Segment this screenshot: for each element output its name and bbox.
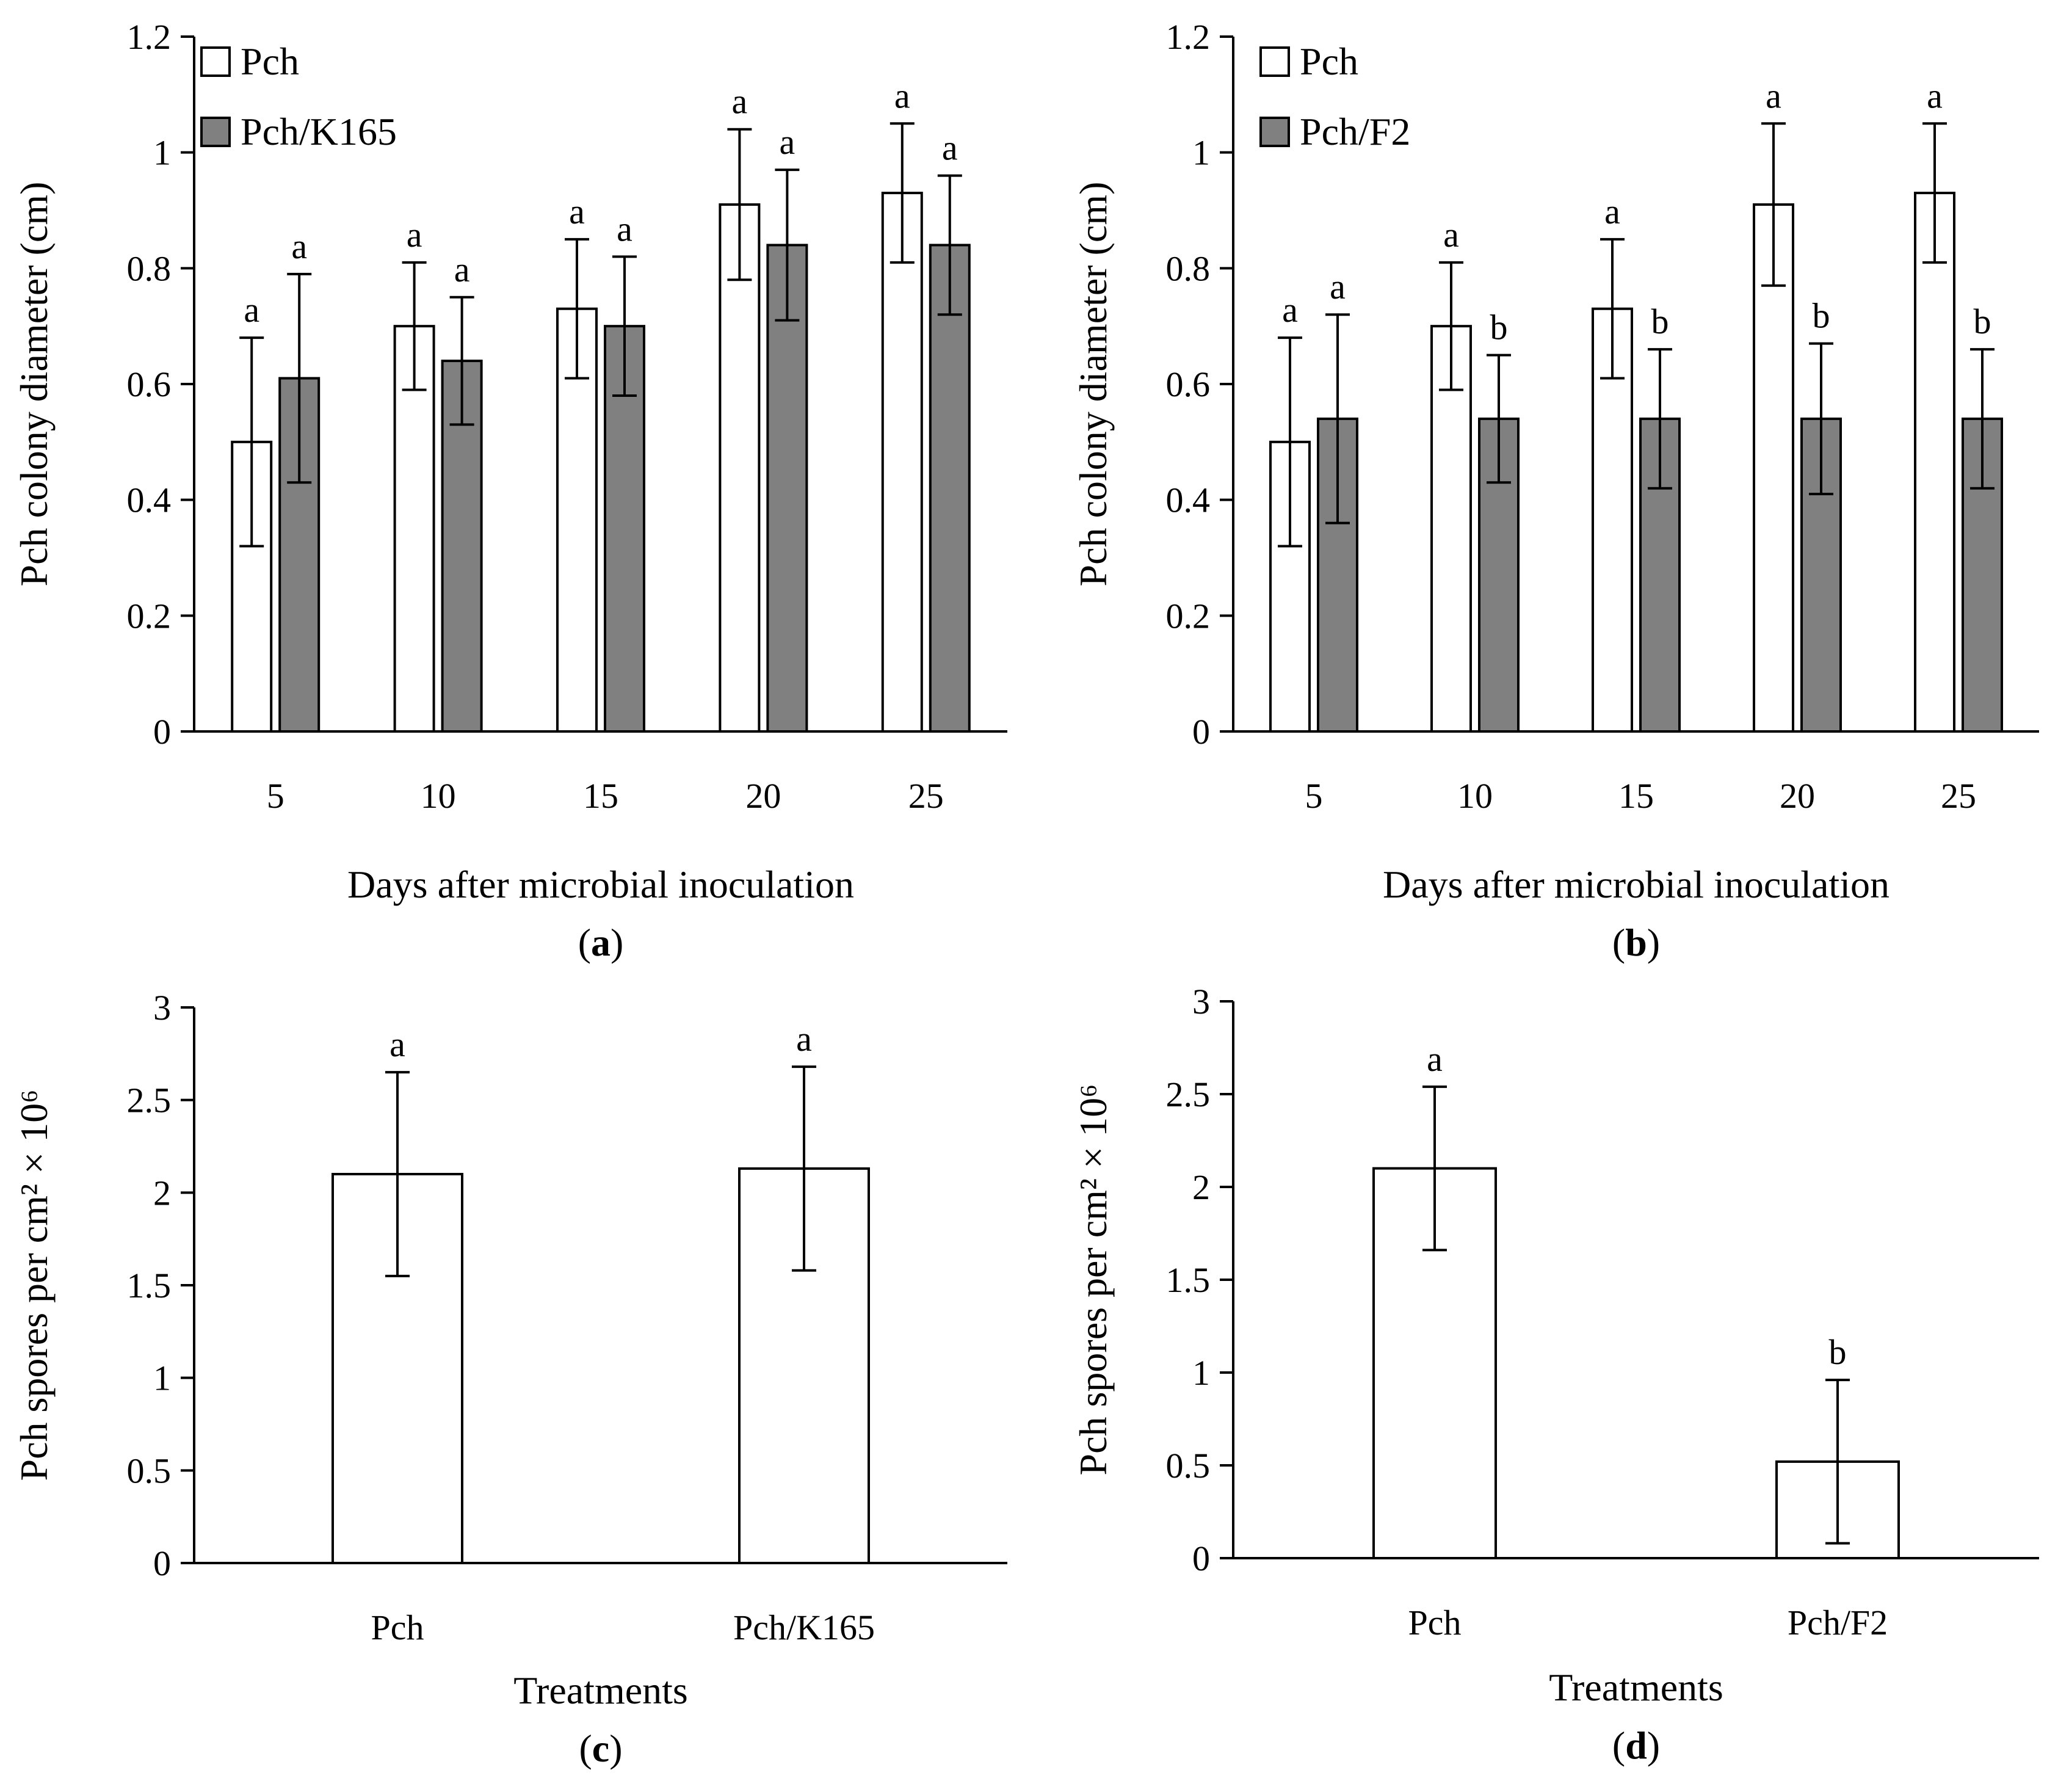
significance-letter: a: [732, 82, 748, 122]
significance-letter: a: [1282, 290, 1298, 330]
significance-letter: a: [942, 128, 958, 168]
legend-label: Pch/F2: [1300, 110, 1410, 153]
legend-label: Pch: [241, 40, 299, 83]
y-tick-label: 0.2: [127, 596, 172, 636]
y-tick-label: 0.4: [1166, 481, 1211, 520]
y-tick-label: 0: [153, 1544, 171, 1583]
significance-letter: a: [1927, 76, 1943, 115]
significance-letter: a: [407, 215, 422, 255]
bar: [1753, 203, 1794, 733]
y-tick-label: 0.5: [127, 1451, 172, 1490]
legend-swatch: [200, 46, 231, 77]
x-axis-title: Treatments: [1549, 1666, 1723, 1709]
y-tick-label: 0.8: [1166, 248, 1211, 288]
x-axis-title: Days after microbial inoculation: [1383, 863, 1890, 906]
significance-letter: b: [1974, 302, 1991, 341]
panel-label: (b): [1612, 921, 1660, 964]
y-tick-label: 3: [1192, 982, 1210, 1021]
x-tick-label: 25: [908, 776, 944, 816]
y-axis-title: Pch spores per cm² × 10⁶: [1071, 1084, 1115, 1475]
y-tick-label: 2.5: [127, 1081, 172, 1120]
y-tick-label: 1.2: [1166, 17, 1211, 57]
legend-label: Pch: [1300, 40, 1358, 83]
y-tick-label: 1.2: [127, 17, 172, 57]
y-tick-label: 0: [153, 712, 171, 752]
x-tick-label: 5: [267, 776, 284, 816]
bar: [1914, 192, 1955, 733]
x-tick-label: 25: [1941, 776, 1976, 816]
panel-label: (a): [578, 921, 624, 964]
significance-letter: b: [1813, 296, 1830, 336]
panel-c: 0 0.5 1 1.5 2 2.5 3 Pch spores per cm² × 10⁶ a Pc…: [12, 988, 1007, 1770]
y-tick-label: 0: [1192, 712, 1210, 752]
significance-letter: a: [780, 122, 795, 162]
significance-letter: a: [894, 76, 910, 115]
panel-b: 0 0.2 0.4 0.6 0.8 1 1.2 Pch colony diameter (cm…: [1071, 17, 2039, 964]
significance-letter: a: [1443, 215, 1459, 255]
y-tick-label: 2: [1192, 1167, 1210, 1207]
y-axis-title: Pch colony diameter (cm): [12, 182, 56, 587]
panel-label: (d): [1612, 1724, 1660, 1767]
y-axis-title: Pch spores per cm² × 10⁶: [12, 1089, 56, 1481]
bar: [719, 203, 761, 733]
y-tick-label: 0.5: [1166, 1446, 1211, 1485]
legend-label: Pch/K165: [241, 110, 397, 153]
significance-letter: a: [1330, 267, 1346, 307]
y-tick-label: 1: [153, 133, 171, 173]
x-tick-label: 20: [1780, 776, 1815, 816]
x-tick-label: Pch: [371, 1608, 424, 1647]
x-axis-title: Treatments: [513, 1669, 688, 1712]
y-tick-label: 1: [1192, 133, 1210, 173]
y-tick-label: 1: [153, 1359, 171, 1398]
x-tick-label: 5: [1305, 776, 1323, 816]
significance-letter: a: [617, 209, 632, 248]
y-tick-label: 0.2: [1166, 596, 1211, 636]
y-tick-label: 0.8: [127, 248, 172, 288]
x-tick-label: 15: [1618, 776, 1654, 816]
significance-letter: a: [1766, 76, 1781, 115]
x-tick-label: Pch/K165: [733, 1608, 875, 1647]
legend-swatch: [1259, 46, 1290, 77]
panel-a: 0 0.2 0.4 0.6 0.8 1 1.2 Pch colony diameter (cm…: [12, 17, 1007, 964]
significance-letter: b: [1651, 302, 1669, 341]
y-tick-label: 1: [1192, 1353, 1210, 1393]
y-tick-label: 2: [153, 1173, 171, 1213]
significance-letter: a: [244, 290, 259, 330]
legend-swatch: [200, 117, 231, 147]
significance-letter: b: [1829, 1332, 1847, 1372]
y-tick-label: 0.6: [1166, 365, 1211, 404]
bar: [1430, 325, 1472, 733]
y-tick-label: 2.5: [1166, 1075, 1211, 1114]
bar: [929, 244, 971, 733]
y-tick-label: 3: [153, 988, 171, 1028]
y-tick-label: 0: [1192, 1539, 1210, 1578]
y-tick-label: 0.4: [127, 481, 172, 520]
x-tick-label: 20: [745, 776, 781, 816]
y-tick-label: 1.5: [127, 1266, 172, 1305]
bar: [393, 325, 435, 733]
significance-letter: a: [1427, 1039, 1443, 1079]
x-tick-label: 10: [421, 776, 456, 816]
y-tick-label: 0.6: [127, 365, 172, 404]
y-tick-label: 1.5: [1166, 1260, 1211, 1300]
significance-letter: a: [1604, 192, 1620, 231]
significance-letter: a: [291, 227, 307, 266]
significance-letter: a: [454, 250, 470, 289]
bar: [766, 244, 808, 733]
significance-letter: a: [389, 1025, 405, 1064]
panel-d: 0 0.5 1 1.5 2 2.5 3 Pch spores per cm² × 10⁶ a Pc…: [1071, 982, 2039, 1767]
x-tick-label: Pch: [1408, 1603, 1462, 1642]
x-tick-label: 15: [583, 776, 618, 816]
panel-label: (c): [579, 1727, 622, 1770]
x-tick-label: Pch/F2: [1788, 1603, 1888, 1642]
x-axis-title: Days after microbial inoculation: [347, 863, 854, 906]
bar: [881, 192, 923, 733]
x-tick-label: 10: [1457, 776, 1493, 816]
legend-swatch: [1259, 117, 1290, 147]
significance-letter: a: [569, 192, 585, 231]
significance-letter: a: [796, 1019, 812, 1059]
significance-letter: b: [1490, 308, 1508, 347]
y-axis-title: Pch colony diameter (cm): [1071, 182, 1115, 587]
